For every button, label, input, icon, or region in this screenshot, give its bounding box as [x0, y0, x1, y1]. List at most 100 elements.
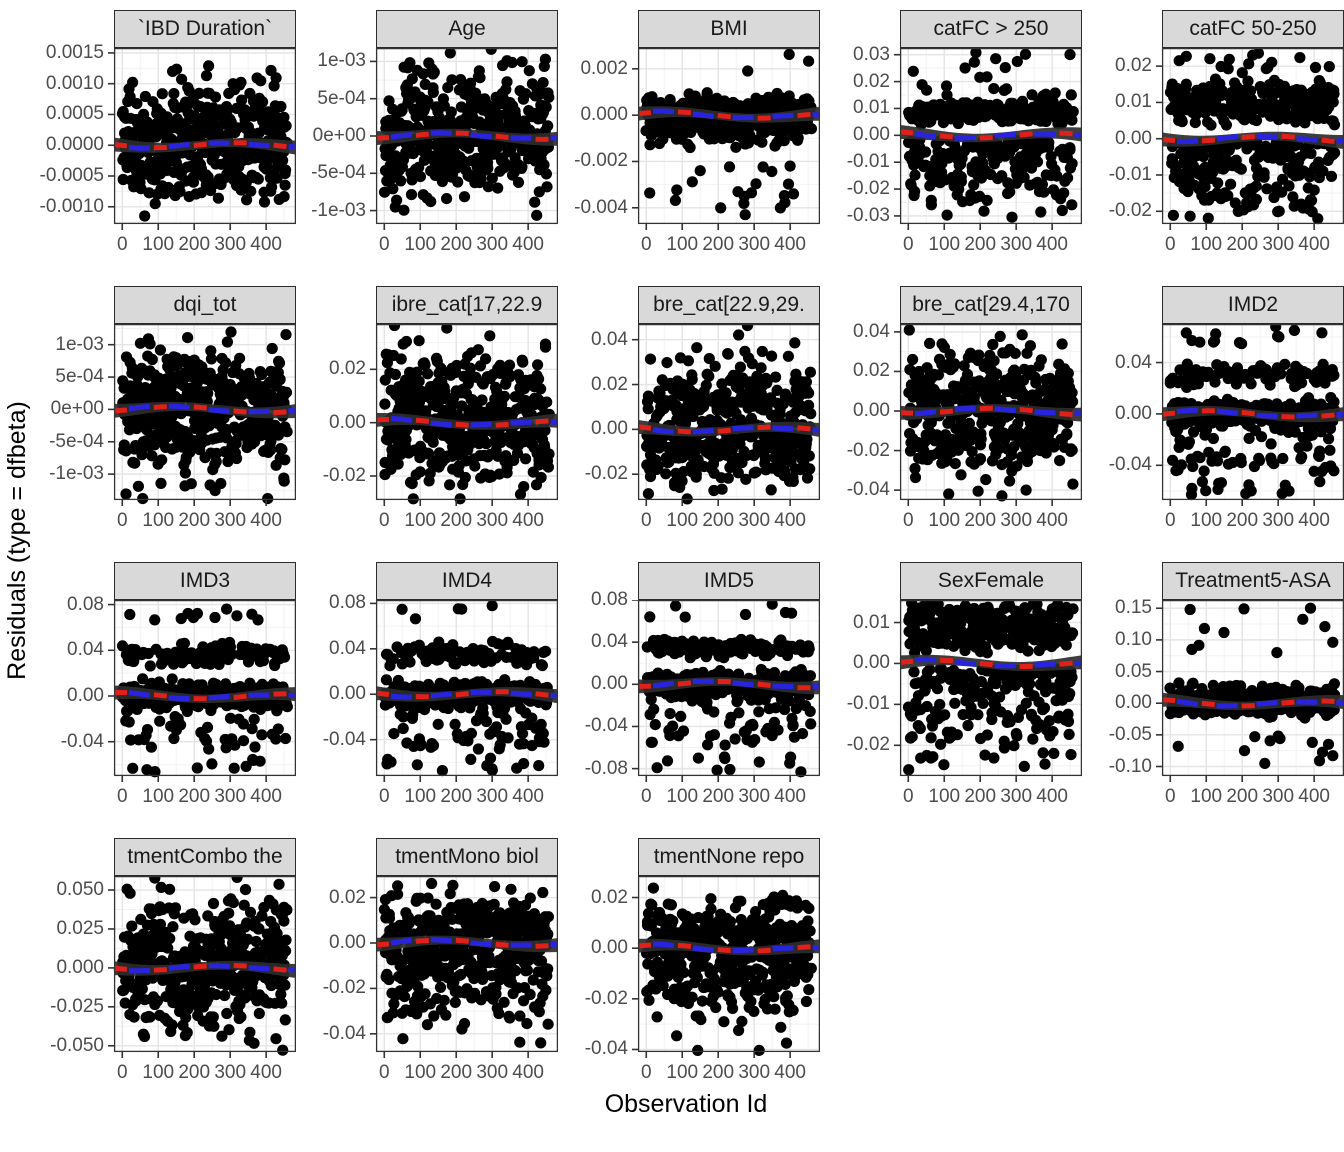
facet-strip: Treatment5-ASA	[1162, 562, 1344, 600]
facet-7: bre_cat[22.9,29. 0.04 0.02 0.00 -0.02 0 100 200…	[558, 286, 820, 534]
y-tick-label: 0e+00	[50, 398, 104, 420]
x-tick-label: 400	[1298, 510, 1330, 531]
x-tick-label: 0	[379, 1062, 390, 1083]
x-tick-label: 100	[404, 786, 436, 807]
x-tick-label: 400	[774, 1062, 806, 1083]
x-tick-label: 200	[1226, 234, 1258, 255]
x-tick-label: 200	[178, 1062, 210, 1083]
facet-panel: 0 100 200 300 400	[108, 876, 296, 1083]
x-tick-label: 400	[1298, 234, 1330, 255]
y-tick-label: -0.02	[584, 463, 628, 485]
x-tick-label: 100	[142, 234, 174, 255]
facet-14: Treatment5-ASA 0.15 0.10 0.05 0.00 -0.05 -0.10…	[1082, 562, 1344, 810]
facet-panel: 0 100 200 300 400	[108, 324, 296, 531]
y-axis-labels: 0.0015 0.0010 0.0005 0.0000 -0.0005 -0.0010	[34, 42, 106, 258]
y-tick-label: -0.02	[846, 439, 890, 461]
y-tick-label: -0.04	[60, 730, 104, 752]
y-tick-label: -0.025	[50, 995, 104, 1017]
y-tick-label: 0.00	[591, 418, 628, 440]
facet-1: Age 1e-03 5e-04 0e+00 -5e-04 -1e-03 0 100 200 300…	[296, 10, 558, 258]
y-tick-label: 1e-03	[317, 50, 366, 72]
y-axis-labels: 0.15 0.10 0.05 0.00 -0.05 -0.10	[1082, 597, 1154, 810]
x-tick-label: 100	[404, 1062, 436, 1083]
x-tick-label: 100	[666, 510, 698, 531]
y-tick-label: 0.02	[329, 886, 366, 908]
y-tick-label: -0.04	[846, 479, 890, 501]
x-tick-label: 0	[117, 234, 128, 255]
x-axis-title: Observation Id	[604, 1090, 768, 1118]
facet-panel: 0 100 200 300 400	[370, 48, 558, 255]
y-axis-labels: 0.08 0.04 0.00 -0.04	[34, 594, 106, 810]
x-tick-label: 100	[1190, 234, 1222, 255]
y-axis-labels: 1e-03 5e-04 0e+00 -5e-04 -1e-03	[296, 48, 368, 258]
x-tick-label: 300	[1000, 510, 1032, 531]
x-tick-label: 400	[250, 234, 282, 255]
x-tick-label: 200	[440, 234, 472, 255]
y-axis-labels: 0.02 0.00 -0.02	[296, 324, 368, 534]
x-tick-label: 200	[1226, 786, 1258, 807]
y-tick-label: 0.04	[591, 328, 628, 350]
x-tick-label: 300	[476, 786, 508, 807]
y-axis-labels: 0.04 0.02 0.00 -0.02	[558, 324, 630, 534]
y-tick-label: -1e-03	[311, 199, 366, 221]
facet-title: IMD3	[179, 569, 231, 592]
y-tick-label: -0.02	[846, 178, 890, 200]
y-tick-label: -0.02	[322, 977, 366, 999]
facet-strip: Age	[376, 10, 558, 48]
y-tick-label: -5e-04	[49, 430, 104, 452]
y-tick-label: -0.01	[846, 693, 890, 715]
y-tick-label: -0.050	[50, 1034, 104, 1056]
x-tick-label: 200	[1226, 510, 1258, 531]
facet-title: bre_cat[29.4,170	[912, 293, 1070, 316]
y-tick-label: -0.03	[846, 204, 890, 226]
x-tick-label: 200	[178, 510, 210, 531]
x-tick-label: 400	[512, 510, 544, 531]
facet-panel: 0 100 200 300 400	[1156, 48, 1344, 255]
x-tick-label: 400	[512, 786, 544, 807]
x-tick-label: 0	[379, 786, 390, 807]
x-tick-label: 200	[964, 234, 996, 255]
x-tick-label: 200	[440, 786, 472, 807]
facet-2: BMI 0.002 0.000 -0.002 -0.004 0 100 200 300 400	[558, 10, 820, 258]
x-tick-label: 0	[903, 510, 914, 531]
x-tick-label: 400	[250, 786, 282, 807]
y-tick-label: -0.04	[584, 1038, 628, 1060]
y-tick-label: 0.00	[329, 931, 366, 953]
x-tick-label: 200	[702, 786, 734, 807]
x-tick-label: 100	[666, 786, 698, 807]
x-tick-label: 100	[1190, 786, 1222, 807]
facet-panel: 0 100 200 300 400	[894, 324, 1082, 531]
y-tick-label: -0.04	[1108, 454, 1152, 476]
y-tick-label: -0.02	[1108, 200, 1152, 222]
facet-panel: 0 100 200 300 400	[108, 600, 296, 807]
y-tick-label: 0.0015	[45, 41, 104, 63]
facet-title: tmentNone repo	[653, 845, 805, 868]
x-tick-label: 100	[1190, 510, 1222, 531]
x-tick-label: 400	[1036, 786, 1068, 807]
facet-title: dqi_tot	[173, 293, 237, 316]
x-tick-label: 0	[903, 234, 914, 255]
x-tick-label: 0	[641, 234, 652, 255]
x-tick-label: 400	[250, 1062, 282, 1083]
x-tick-label: 100	[928, 510, 960, 531]
facet-13: SexFemale 0.01 0.00 -0.01 -0.02 0 100 200 300 400	[820, 562, 1082, 810]
x-tick-label: 0	[1165, 510, 1176, 531]
y-tick-label: 0.01	[1115, 91, 1152, 113]
facet-15: tmentCombo the 0.050 0.025 0.000 -0.025 -0.05…	[34, 838, 296, 1086]
x-tick-label: 200	[440, 1062, 472, 1083]
y-axis-title: Residuals (type = dfbeta)	[0, 0, 34, 1080]
facet-panel: 0 100 200 300 400	[370, 324, 558, 531]
x-tick-label: 400	[512, 234, 544, 255]
facet-strip: IMD5	[638, 562, 820, 600]
x-tick-label: 300	[214, 786, 246, 807]
y-axis-labels: 0.04 0.00 -0.04	[1082, 324, 1154, 534]
y-tick-label: -0.0005	[39, 165, 104, 186]
x-tick-label: 0	[1165, 786, 1176, 807]
y-tick-label: 0.04	[1115, 351, 1152, 373]
x-tick-label: 0	[641, 510, 652, 531]
y-tick-label: -0.01	[846, 151, 890, 173]
y-axis-labels: 0.03 0.02 0.01 0.00 -0.01 -0.02 -0.03	[820, 44, 892, 258]
x-tick-label: 0	[641, 786, 652, 807]
x-tick-label: 200	[178, 786, 210, 807]
y-tick-label: -0.02	[846, 734, 890, 756]
